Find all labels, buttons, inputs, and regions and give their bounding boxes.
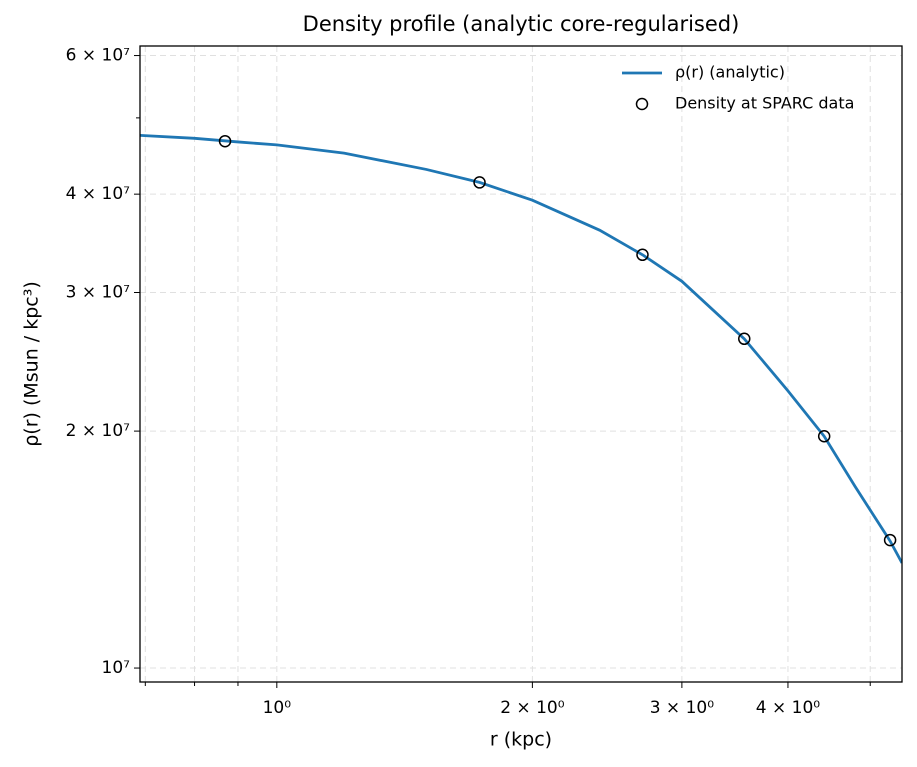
y-tick-label: 10⁷ (102, 658, 131, 678)
x-axis-label: r (kpc) (490, 729, 552, 751)
density-curve (140, 134, 902, 564)
x-tick-label: 2 × 10⁰ (500, 698, 564, 718)
y-tick-label: 6 × 10⁷ (66, 46, 130, 66)
y-tick-label: 3 × 10⁷ (66, 282, 130, 302)
y-tick-label: 2 × 10⁷ (66, 421, 130, 441)
legend: ρ(r) (analytic) Density at SPARC data (622, 63, 854, 113)
chart-title: Density profile (analytic core-regularis… (303, 12, 740, 36)
data-point (636, 248, 649, 262)
legend-marker (635, 97, 649, 111)
plot-frame (139, 45, 903, 683)
legend-label: Density at SPARC data (675, 94, 854, 113)
y-axis-label: ρ(r) (Msun / kpc³) (21, 281, 43, 447)
x-tick-label: 10⁰ (263, 698, 292, 718)
y-tick-label: 4 × 10⁷ (66, 184, 130, 204)
plot (140, 134, 902, 564)
data-point (218, 134, 232, 148)
data-point (883, 533, 897, 547)
x-tick-label: 3 × 10⁰ (650, 698, 714, 718)
legend-label: ρ(r) (analytic) (675, 63, 785, 82)
x-tick-label: 4 × 10⁰ (756, 698, 820, 718)
data-point (738, 332, 751, 346)
data-point (473, 176, 486, 189)
grid (140, 46, 902, 682)
data-point (817, 430, 831, 443)
